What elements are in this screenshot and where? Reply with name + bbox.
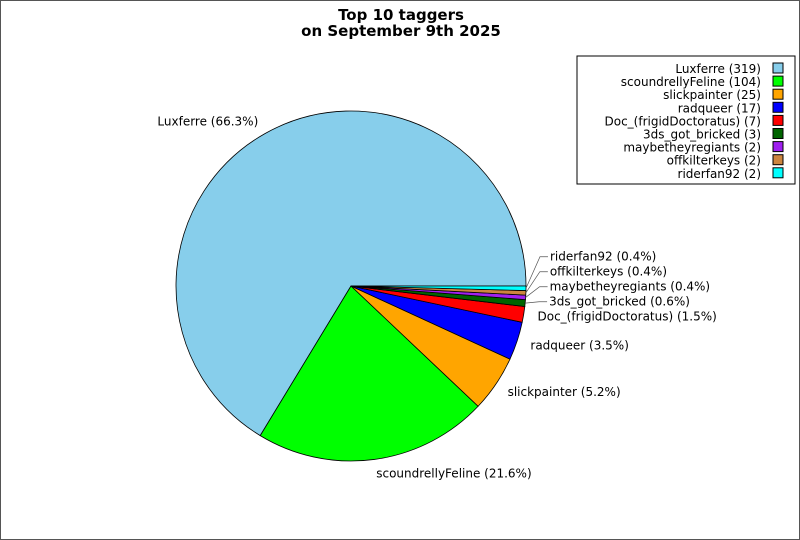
legend-entry: Luxferre (319): [675, 62, 761, 76]
legend-swatch: [772, 75, 784, 87]
legend-entry: scoundrellyFeline (104): [621, 75, 761, 89]
legend-entry: slickpainter (25): [663, 88, 761, 102]
legend-swatch: [772, 154, 784, 166]
legend-swatch: [772, 114, 784, 126]
legend-entry: Doc_(frigidDoctoratus) (7): [605, 114, 762, 128]
slice-label: 3ds_got_bricked (0.6%): [549, 295, 690, 309]
label-leader-line: [525, 271, 548, 294]
slice-label: scoundrellyFeline (21.6%): [376, 466, 531, 480]
chart-title-line-1: Top 10 taggers: [338, 6, 464, 24]
slice-label: Doc_(frigidDoctoratus) (1.5%): [537, 310, 716, 324]
legend-swatch: [772, 62, 784, 74]
slice-label: Luxferre (66.3%): [157, 114, 258, 128]
slice-label: riderfan92 (0.4%): [550, 250, 656, 264]
pie-slice-Luxferre: [175, 110, 527, 437]
slice-label: offkilterkeys (0.4%): [550, 265, 667, 279]
legend-swatch: [772, 167, 784, 179]
legend-swatch: [772, 128, 784, 139]
legend-entry: radqueer (17): [678, 101, 761, 115]
slice-label: radqueer (3.5%): [530, 338, 629, 352]
legend-entry: 3ds_got_bricked (3): [643, 128, 761, 142]
legend-entry: maybetheyregiants (2): [623, 141, 761, 155]
legend-box: [576, 55, 796, 185]
label-leader-line: [525, 286, 548, 298]
legend-swatch: [772, 141, 784, 153]
slice-label: slickpainter (5.2%): [508, 385, 621, 399]
legend-entry: riderfan92 (2): [678, 167, 761, 181]
legend-swatch: [772, 101, 784, 113]
legend-entry: offkilterkeys (2): [667, 154, 761, 168]
slice-label: maybetheyregiants (0.4%): [550, 280, 711, 294]
pie-slice-scoundrellyFeline: [259, 285, 479, 462]
chart-title-line-2: on September 9th 2025: [301, 22, 501, 40]
label-leader-line: [525, 256, 548, 289]
legend-swatch: [772, 88, 784, 100]
label-leader-line: [525, 301, 548, 304]
